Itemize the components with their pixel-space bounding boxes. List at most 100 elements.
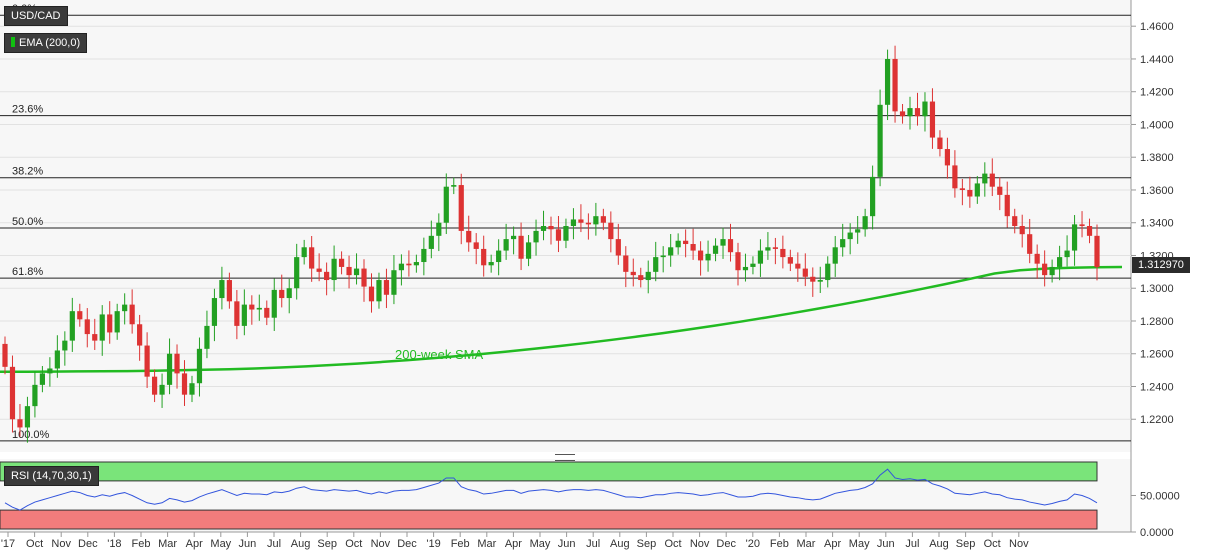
candle-body bbox=[84, 319, 90, 335]
ema-indicator-label[interactable]: EMA (200,0) bbox=[4, 33, 88, 53]
candle-body bbox=[899, 111, 906, 117]
x-tick-label: Mar bbox=[477, 538, 496, 550]
candle-body bbox=[862, 216, 868, 230]
candle-body bbox=[630, 271, 636, 276]
y-axis-ticks: 1.22001.24001.26001.28001.30001.32001.34… bbox=[1131, 21, 1174, 426]
x-tick-label: Oct bbox=[345, 538, 362, 550]
candle-body bbox=[196, 348, 203, 384]
sma-annotation: 200-week SMA bbox=[395, 347, 483, 362]
x-tick-label: Sep bbox=[637, 538, 657, 550]
x-tick-label: Nov bbox=[51, 538, 71, 550]
candle-body bbox=[817, 280, 823, 282]
candle-body bbox=[376, 280, 382, 302]
candle-body bbox=[810, 276, 816, 282]
candle-body bbox=[795, 263, 801, 269]
candle-body bbox=[346, 266, 352, 276]
candle-body bbox=[436, 222, 442, 236]
candle-body bbox=[413, 262, 419, 266]
candle-body bbox=[107, 314, 113, 333]
candle-body bbox=[765, 247, 771, 251]
x-tick-label: Sep bbox=[956, 538, 976, 550]
rsi-tick-label: 0.0000 bbox=[1140, 527, 1174, 539]
y-tick-label: 1.3400 bbox=[1140, 218, 1174, 230]
candle-body bbox=[982, 173, 988, 184]
x-tick-label: Apr bbox=[824, 538, 841, 550]
candle-body bbox=[697, 250, 704, 261]
candle-body bbox=[92, 334, 98, 341]
candle-body bbox=[137, 324, 143, 346]
candle-body bbox=[1049, 266, 1055, 276]
ema-swatch-icon bbox=[11, 37, 15, 47]
x-axis-ticks: '17 Oct Nov Dec '18 Feb Mar Apr May Jun Jul Aug Sep O… bbox=[1, 532, 1029, 550]
symbol-text: USD/CAD bbox=[11, 10, 61, 22]
candle-body bbox=[1042, 263, 1048, 276]
x-tick-label: Jun bbox=[239, 538, 257, 550]
x-tick-label: Aug bbox=[291, 538, 311, 550]
candle-body bbox=[361, 268, 367, 287]
candle-body bbox=[922, 101, 928, 117]
x-tick-label: Dec bbox=[397, 538, 417, 550]
candle-body bbox=[331, 258, 337, 281]
candle-body bbox=[870, 176, 876, 217]
candle-body bbox=[383, 280, 390, 295]
x-tick-label: '19 bbox=[426, 538, 440, 550]
y-tick-label: 1.2200 bbox=[1140, 414, 1174, 426]
x-tick-label: May bbox=[849, 538, 870, 550]
candle-body bbox=[840, 239, 846, 248]
candle-body bbox=[496, 250, 502, 263]
x-tick-label: '20 bbox=[746, 538, 760, 550]
candle-body bbox=[226, 280, 232, 302]
candle-body bbox=[1004, 194, 1010, 217]
panel-resize-handle[interactable] bbox=[555, 454, 575, 461]
candle-body bbox=[234, 301, 240, 326]
x-tick-label: '18 bbox=[107, 538, 121, 550]
y-tick-label: 1.2600 bbox=[1140, 349, 1174, 361]
y-tick-label: 1.4200 bbox=[1140, 87, 1174, 99]
candle-body bbox=[256, 307, 262, 310]
fib-label: 38.2% bbox=[12, 166, 43, 178]
y-tick-label: 1.4400 bbox=[1140, 54, 1174, 66]
fib-label: 100.0% bbox=[12, 429, 50, 441]
candle-body bbox=[77, 311, 83, 320]
x-tick-label: '17 bbox=[1, 538, 15, 550]
candle-body bbox=[959, 188, 965, 190]
x-tick-label: May bbox=[530, 538, 551, 550]
candle-body bbox=[129, 304, 135, 325]
candle-body bbox=[683, 240, 689, 245]
candle-body bbox=[211, 298, 218, 326]
x-tick-label: Mar bbox=[797, 538, 816, 550]
x-tick-label: Oct bbox=[984, 538, 1001, 550]
symbol-label[interactable]: USD/CAD bbox=[4, 6, 68, 26]
x-tick-label: Jun bbox=[558, 538, 576, 550]
candle-body bbox=[1071, 224, 1078, 251]
candle-body bbox=[174, 353, 180, 374]
sma-line bbox=[0, 265, 1123, 374]
candle-body bbox=[99, 314, 105, 341]
candle-body bbox=[338, 258, 345, 267]
candle-body bbox=[1027, 234, 1033, 254]
candle-body bbox=[518, 235, 524, 259]
candle-body bbox=[428, 235, 434, 249]
x-tick-label: Jul bbox=[267, 538, 281, 550]
fib-label: 61.8% bbox=[12, 266, 43, 278]
rsi-overbought-zone bbox=[0, 461, 1098, 482]
candle-body bbox=[264, 307, 270, 318]
x-tick-label: Mar bbox=[158, 538, 177, 550]
candle-body bbox=[219, 280, 225, 299]
candle-body bbox=[877, 104, 883, 177]
x-tick-label: Nov bbox=[1009, 538, 1029, 550]
candle-body bbox=[578, 219, 584, 223]
candle-body bbox=[675, 240, 681, 248]
candle-body bbox=[353, 268, 360, 276]
x-tick-label: Nov bbox=[690, 538, 710, 550]
candle-body bbox=[443, 186, 449, 223]
rsi-indicator-label[interactable]: RSI (14,70,30,1) bbox=[4, 466, 99, 486]
x-tick-label: Dec bbox=[716, 538, 736, 550]
rsi-line bbox=[4, 468, 1098, 511]
candle-body bbox=[451, 185, 457, 187]
candle-body bbox=[151, 376, 158, 395]
candle-body bbox=[69, 311, 75, 341]
y-tick-label: 1.4600 bbox=[1140, 21, 1174, 33]
candle-body bbox=[720, 239, 726, 246]
